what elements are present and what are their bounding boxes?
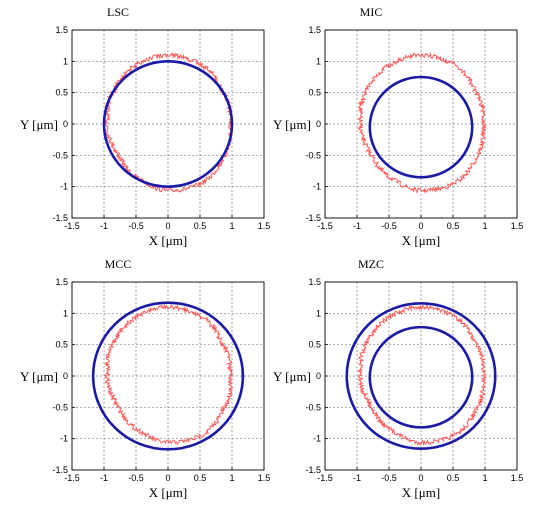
y-axis-label: Y [μm] [273,369,311,384]
chart-panel: -1.5 -1 -0.5 0 0.5 1 1.5 -1.5 -1 -0.5 0 0.5 1 1.5 X [μ… [20,257,270,500]
reference-circle [368,325,474,429]
x-tick-label: 1 [482,473,487,483]
y-tick-label: 0.5 [308,340,321,350]
y-tick-label: 1 [316,56,321,66]
x-tick-label: 1.5 [511,221,524,231]
x-tick-label: -0.5 [381,221,397,231]
x-axis-label: X [μm] [402,485,440,500]
y-tick-label: -1 [60,182,68,192]
y-tick-label: -0.5 [305,402,321,412]
y-tick-label: 0.5 [308,88,321,98]
y-tick-label: 1 [63,308,68,318]
x-tick-label: -1 [100,221,108,231]
y-axis-label: Y [μm] [20,117,58,132]
chart-panel: -1.5 -1 -0.5 0 0.5 1 1.5 -1.5 -1 -0.5 0 0.5 1 1.5 X [μ… [273,257,523,500]
x-tick-label: 1.5 [511,473,524,483]
y-tick-label: 0.5 [55,88,68,98]
x-tick-label: 0.5 [447,221,460,231]
x-tick-label: 1.5 [258,221,271,231]
panel-title-lsc: LSC [107,5,129,19]
x-tick-label: 0 [165,221,170,231]
y-tick-label: -1.5 [52,465,68,475]
x-tick-label: 1.5 [258,473,271,483]
y-tick-label: 0 [316,119,321,129]
measured-profile-curve [357,52,487,194]
chart-panel: -1.5 -1 -0.5 0 0.5 1 1.5 -1.5 -1 -0.5 0 0.5 1 1.5 X [μ… [20,5,270,248]
x-axis-label: X [μm] [402,233,440,248]
x-tick-label: 1 [229,221,234,231]
y-tick-label: 1.5 [55,25,68,35]
y-tick-label: -1 [60,434,68,444]
plot-area [91,301,245,451]
x-tick-label: -1.5 [317,473,333,483]
x-tick-label: -1 [353,221,361,231]
y-tick-label: -1.5 [305,213,321,223]
x-tick-label: 1 [482,221,487,231]
reference-circle [345,302,497,450]
y-tick-label: -0.5 [52,402,68,412]
measured-profile-curve [104,303,234,445]
y-axis-label: Y [μm] [273,117,311,132]
y-tick-label: -0.5 [52,150,68,160]
x-tick-label: 0 [418,473,423,483]
y-tick-label: -1.5 [305,465,321,475]
y-tick-label: 0.5 [55,340,68,350]
x-axis-label: X [μm] [149,233,187,248]
x-tick-label: 0 [165,473,170,483]
panel-title-mcc: MCC [105,257,132,271]
y-tick-label: -0.5 [305,150,321,160]
reference-circle [91,301,245,451]
y-axis-label: Y [μm] [20,369,58,384]
chart-panel: -1.5 -1 -0.5 0 0.5 1 1.5 -1.5 -1 -0.5 0 0.5 1 1.5 X [μ… [273,5,523,248]
x-axis-label: X [μm] [149,485,187,500]
plot-area [102,51,234,193]
panel-title-mic: MIC [360,5,383,19]
reference-circle [102,60,234,188]
x-tick-label: -0.5 [128,473,144,483]
panel-title-mzc: MZC [358,257,384,271]
x-tick-label: 0.5 [447,473,460,483]
x-tick-label: 1 [229,473,234,483]
y-tick-label: 1.5 [308,277,321,287]
y-tick-label: 1 [316,308,321,318]
measured-profile-curve [357,303,487,447]
y-tick-label: -1.5 [52,213,68,223]
x-tick-label: -0.5 [381,473,397,483]
x-tick-label: 0.5 [194,473,207,483]
x-tick-label: -1 [100,473,108,483]
plot-area [357,52,487,194]
x-tick-label: 0 [418,221,423,231]
y-tick-label: 0 [316,371,321,381]
y-tick-label: 0 [63,371,68,381]
y-tick-label: 0 [63,119,68,129]
y-tick-label: -1 [313,182,321,192]
y-tick-label: 1.5 [55,277,68,287]
plot-area [345,302,497,450]
x-tick-label: -1.5 [64,473,80,483]
x-tick-label: -1.5 [64,221,80,231]
reference-circle [368,75,474,179]
y-tick-label: 1.5 [308,25,321,35]
x-tick-label: -1.5 [317,221,333,231]
y-tick-label: 1 [63,56,68,66]
x-tick-label: 0.5 [194,221,207,231]
x-tick-label: -1 [353,473,361,483]
x-tick-label: -0.5 [128,221,144,231]
y-tick-label: -1 [313,434,321,444]
